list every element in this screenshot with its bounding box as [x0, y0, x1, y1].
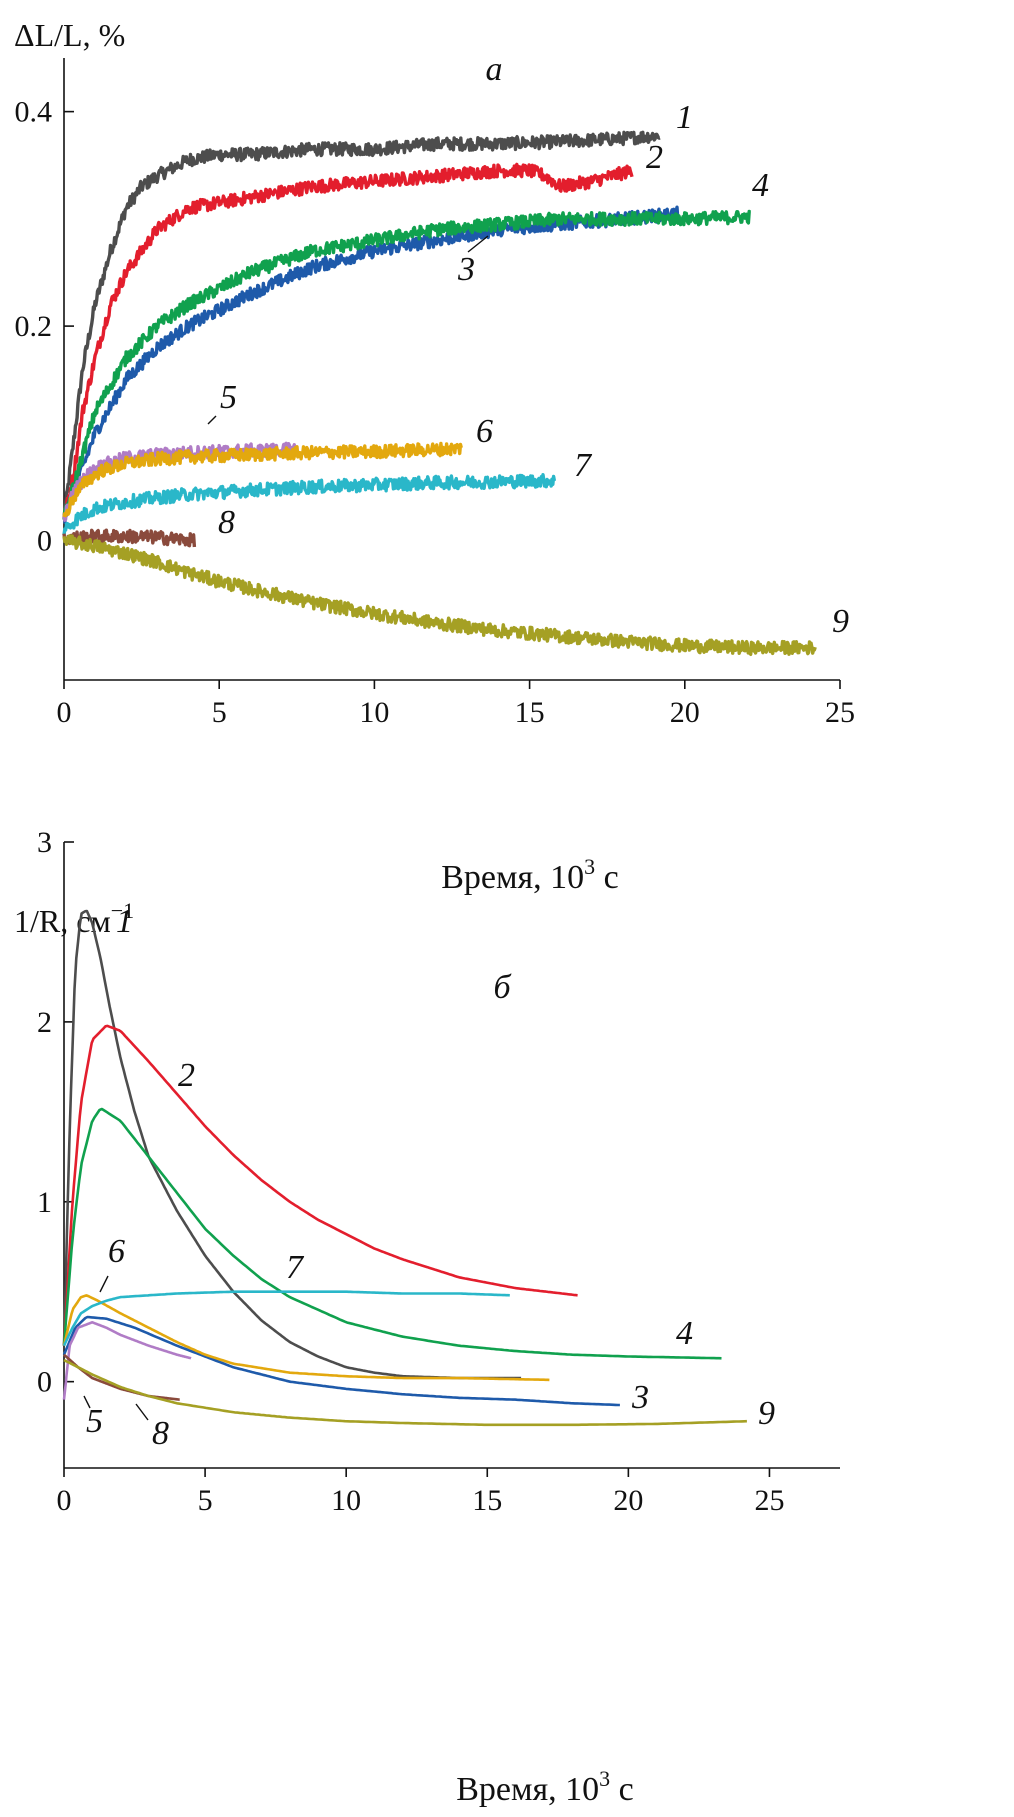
panel-a-xlabel-sup: 3: [584, 854, 595, 879]
panel-b-ylabel-text: 1/R, см: [14, 903, 111, 939]
series-8-line: [62, 528, 197, 548]
series-4-label: 4: [676, 1315, 693, 1352]
series-8-label: 8: [152, 1415, 169, 1452]
label-leader-8: [135, 1403, 149, 1421]
panel-b-ylabel-sup: −1: [111, 898, 134, 923]
series-9-line: [62, 534, 817, 656]
x-tick-label: 0: [57, 1484, 72, 1517]
series-2-line: [62, 162, 634, 519]
series-6-label: 6: [476, 413, 493, 450]
series-3-label: 3: [631, 1379, 649, 1416]
series-1-line: [62, 130, 661, 518]
panel-b-xlabel-unit: с: [610, 1771, 634, 1808]
label-leader-6: [99, 1275, 109, 1293]
series-3-label: 3: [457, 251, 475, 288]
series-8-line: [63, 1353, 181, 1401]
label-leader-3: [467, 235, 489, 253]
x-tick-label: 10: [359, 696, 389, 729]
series-7-label: 7: [574, 447, 593, 484]
y-tick-label: 0: [37, 1366, 52, 1399]
panel-a-xlabel: Время, 103 с: [441, 854, 619, 896]
series-4-line: [62, 209, 752, 520]
series-4-label: 4: [752, 167, 769, 204]
panel-b-curve-labels: 1 2 34 5 6 7 8 9: [83, 903, 775, 1452]
y-tick-label: 0.2: [15, 310, 53, 343]
series-1-label: 1: [116, 903, 133, 940]
y-tick-label: 0.4: [15, 96, 53, 129]
panel-b-xlabel-sup: 3: [599, 1766, 610, 1791]
panel-a-ylabel: ΔL/L, %: [14, 17, 125, 53]
series-5-line: [62, 1321, 192, 1400]
series-9-label: 9: [758, 1395, 775, 1432]
series-7-label: 7: [286, 1249, 305, 1286]
x-tick-label: 5: [198, 1484, 213, 1517]
label-leader-5: [83, 1395, 91, 1409]
y-tick-label: 3: [37, 826, 52, 859]
series-6-line: [62, 441, 463, 518]
y-tick-label: 2: [37, 1006, 52, 1039]
series-7-line: [62, 1290, 510, 1347]
series-8-label: 8: [218, 504, 235, 541]
series-6-line: [62, 1294, 550, 1382]
panel-a-curve-labels: 12 3 4 5 6 7 8 9: [207, 99, 849, 640]
series-9-label: 9: [832, 603, 849, 640]
x-tick-label: 5: [212, 696, 227, 729]
series-2-label: 2: [646, 139, 663, 176]
series-5-label: 5: [86, 1403, 103, 1440]
series-4-line: [62, 1107, 722, 1360]
panel-b-letter: б: [493, 969, 512, 1006]
series-1-label: 1: [676, 99, 693, 136]
series-2-line: [62, 1024, 578, 1346]
x-tick-label: 10: [331, 1484, 361, 1517]
panel-b-series: [62, 909, 747, 1427]
panel-a: ΔL/L, % а 0 5 10 15 20 25 0 0.2 0.4 12 3 4 5 6 7 8 9 Вр…: [14, 17, 855, 896]
series-3-line: [62, 1315, 620, 1407]
series-1-line: [62, 909, 522, 1380]
x-tick-label: 20: [613, 1484, 643, 1517]
panel-a-series: [62, 130, 817, 656]
x-tick-label: 15: [515, 696, 545, 729]
series-9-line: [63, 1358, 747, 1427]
panel-a-xlabel-unit: с: [595, 859, 619, 896]
x-tick-label: 15: [472, 1484, 502, 1517]
series-5-label: 5: [220, 379, 237, 416]
panel-b-xlabel: Время, 103 с: [456, 1766, 634, 1808]
panel-b-xlabel-text: Время, 10: [456, 1771, 599, 1808]
panel-a-letter: а: [486, 51, 503, 88]
x-tick-label: 20: [670, 696, 700, 729]
y-tick-label: 0: [37, 525, 52, 558]
label-leader-5: [207, 415, 217, 425]
series-7-line: [62, 473, 557, 536]
series-2-label: 2: [178, 1057, 195, 1094]
series-6-label: 6: [108, 1233, 125, 1270]
x-tick-label: 25: [754, 1484, 784, 1517]
x-tick-label: 0: [57, 696, 72, 729]
y-tick-label: 1: [37, 1186, 52, 1219]
panel-a-xlabel-text: Время, 10: [441, 859, 584, 896]
x-tick-label: 25: [825, 696, 855, 729]
